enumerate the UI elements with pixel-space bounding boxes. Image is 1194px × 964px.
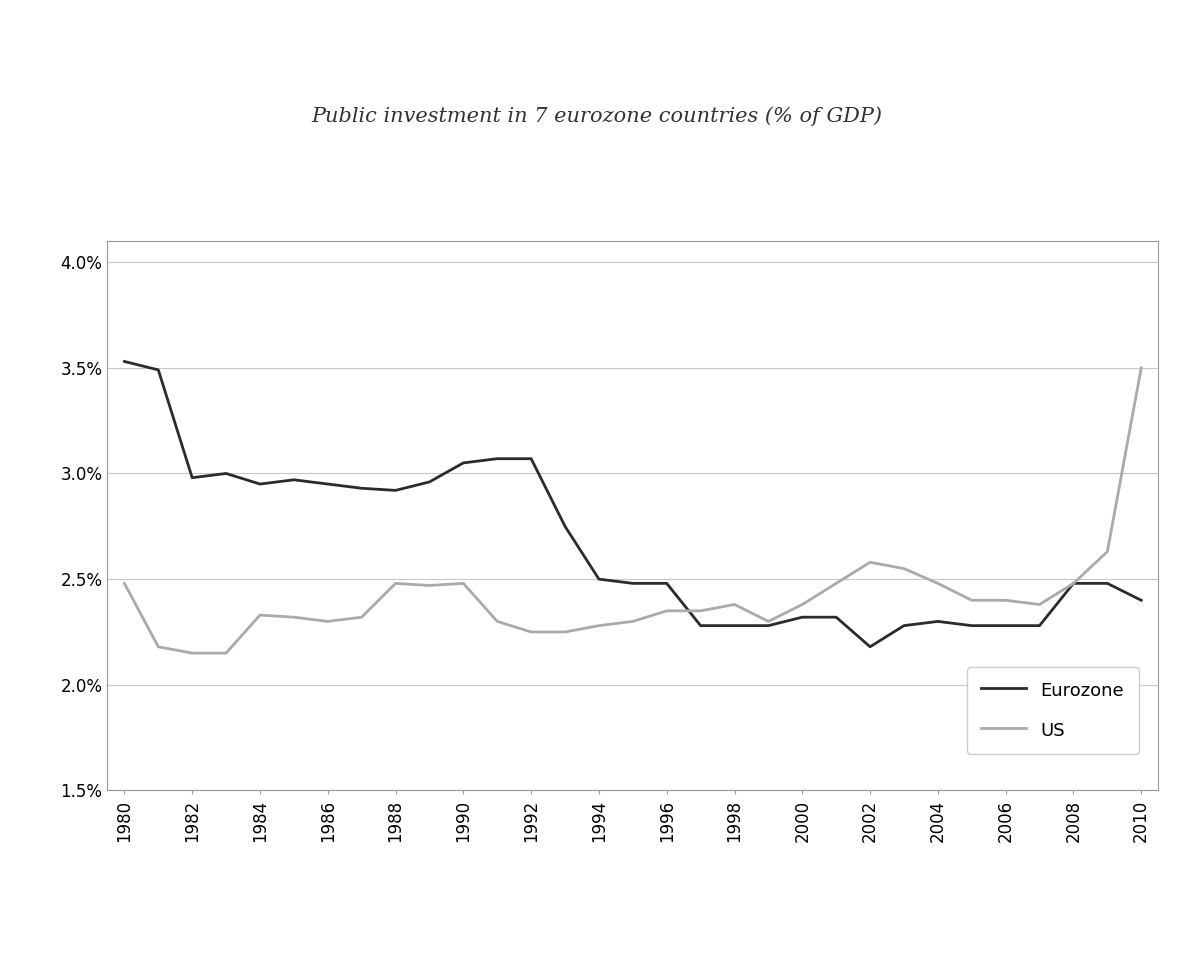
Eurozone xyxy=(1100,577,1114,589)
US xyxy=(1134,362,1149,374)
Eurozone xyxy=(659,577,673,589)
Eurozone xyxy=(762,620,776,631)
US xyxy=(795,599,810,610)
Eurozone xyxy=(727,620,741,631)
Eurozone xyxy=(795,611,810,623)
Eurozone xyxy=(897,620,911,631)
US xyxy=(626,616,640,628)
Eurozone xyxy=(490,453,504,465)
US xyxy=(185,648,199,659)
Eurozone xyxy=(524,453,538,465)
Eurozone xyxy=(592,574,607,585)
US xyxy=(727,599,741,610)
US xyxy=(1033,599,1047,610)
US xyxy=(388,577,402,589)
US xyxy=(253,609,267,621)
Eurozone xyxy=(1134,595,1149,606)
US xyxy=(897,563,911,575)
Eurozone xyxy=(558,521,572,532)
US xyxy=(117,577,131,589)
US xyxy=(355,611,369,623)
US xyxy=(863,556,878,568)
Eurozone xyxy=(287,474,301,486)
Eurozone xyxy=(694,620,708,631)
Eurozone xyxy=(863,641,878,653)
Eurozone xyxy=(388,485,402,496)
US xyxy=(321,616,336,628)
US xyxy=(456,577,470,589)
Eurozone xyxy=(321,478,336,490)
US xyxy=(1066,577,1081,589)
US xyxy=(152,641,166,653)
Eurozone xyxy=(355,483,369,495)
US xyxy=(558,627,572,638)
Eurozone xyxy=(1066,577,1081,589)
Line: Eurozone: Eurozone xyxy=(124,362,1141,647)
US xyxy=(1100,546,1114,557)
US xyxy=(524,627,538,638)
Eurozone xyxy=(253,478,267,490)
US xyxy=(998,595,1013,606)
US xyxy=(965,595,979,606)
Eurozone xyxy=(456,457,470,469)
US xyxy=(592,620,607,631)
Eurozone xyxy=(117,356,131,367)
US xyxy=(694,605,708,617)
Eurozone xyxy=(965,620,979,631)
Eurozone xyxy=(185,472,199,484)
Eurozone xyxy=(998,620,1013,631)
US xyxy=(930,577,944,589)
Eurozone xyxy=(829,611,843,623)
Eurozone xyxy=(1033,620,1047,631)
US xyxy=(287,611,301,623)
US xyxy=(423,579,437,591)
Eurozone xyxy=(626,577,640,589)
US xyxy=(659,605,673,617)
US xyxy=(490,616,504,628)
US xyxy=(829,577,843,589)
US xyxy=(762,616,776,628)
Eurozone xyxy=(219,468,233,479)
Legend: Eurozone, US: Eurozone, US xyxy=(967,667,1139,754)
Eurozone xyxy=(930,616,944,628)
Eurozone xyxy=(423,476,437,488)
Text: Public investment in 7 eurozone countries (% of GDP): Public investment in 7 eurozone countrie… xyxy=(312,106,882,125)
US xyxy=(219,648,233,659)
Line: US: US xyxy=(124,368,1141,654)
Eurozone xyxy=(152,364,166,376)
